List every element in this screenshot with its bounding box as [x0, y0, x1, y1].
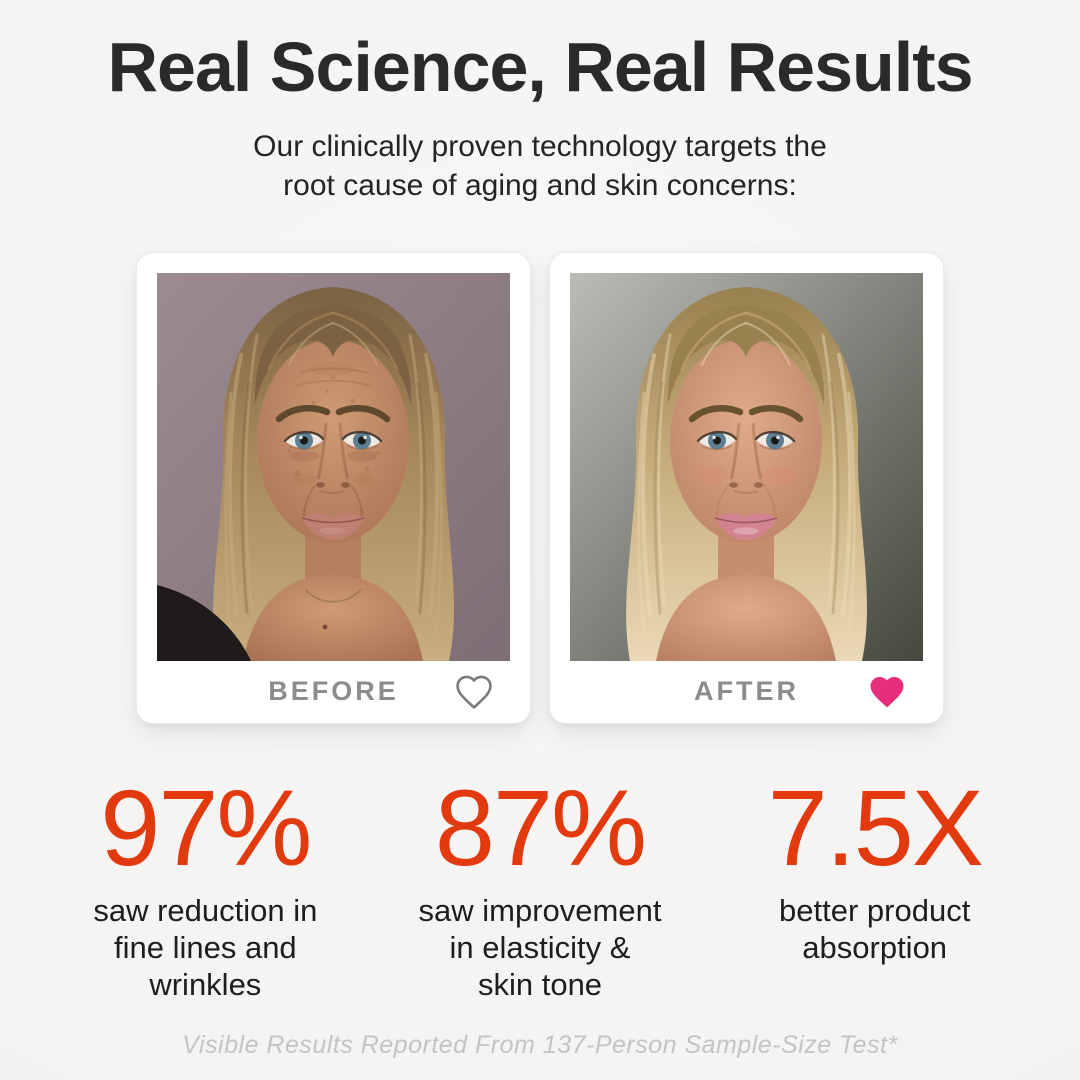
subtitle-line-2: root cause of aging and skin concerns: [283, 169, 797, 202]
stat-value: 97% [100, 767, 312, 888]
subtitle-line-1: Our clinically proven technology targets… [253, 130, 827, 163]
page-title: Real Science, Real Results [107, 28, 974, 106]
footnote: Visible Results Reported From 137-Person… [182, 1031, 898, 1059]
after-photo [570, 273, 923, 661]
before-photo [157, 273, 510, 661]
after-card-footer: AFTER [550, 661, 943, 723]
stat-fine-lines: 97% saw reduction in fine lines and wrinkl… [38, 772, 373, 1003]
before-card-footer: BEFORE [137, 661, 530, 723]
after-card: AFTER [549, 252, 944, 724]
after-label: AFTER [694, 675, 799, 706]
heart-filled-icon[interactable] [864, 671, 910, 713]
stat-value: 87% [434, 767, 647, 888]
stat-description: saw improvement in elasticity & skin tone [418, 893, 662, 1002]
before-card: BEFORE [136, 252, 531, 724]
stat-description: better product absorption [779, 893, 971, 965]
page-subtitle: Our clinically proven technology targets… [0, 127, 1080, 205]
stat-description: saw reduction in fine lines and wrinkles [93, 893, 318, 1002]
before-after-comparison: BEFORE AFTER [0, 252, 1080, 724]
before-label: BEFORE [268, 675, 399, 706]
stat-elasticity: 87% saw improvement in elasticity & skin t… [373, 772, 708, 1003]
stat-value: 7.5X [767, 767, 984, 888]
stat-absorption: 7.5X better product absorption [707, 772, 1042, 1003]
stats-row: 97% saw reduction in fine lines and wrinkl… [38, 772, 1042, 1003]
heart-outline-icon[interactable] [451, 671, 497, 713]
